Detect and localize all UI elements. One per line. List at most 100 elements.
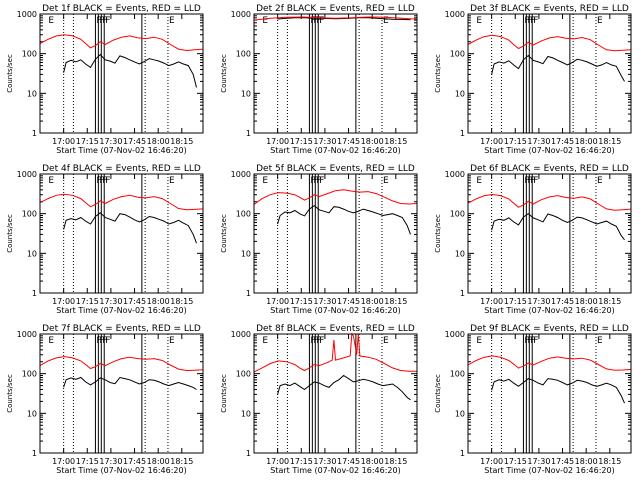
y-tick-label: 1 xyxy=(246,129,251,138)
time-marker-label: E xyxy=(48,336,54,346)
y-tick-label: 1000 xyxy=(17,170,37,179)
y-tick-label: 100 xyxy=(450,370,465,379)
y-tick-label: 100 xyxy=(236,370,251,379)
time-marker-label: E xyxy=(383,176,389,186)
y-tick-label: 100 xyxy=(22,370,37,379)
plot-frame xyxy=(39,13,204,134)
x-tick-label: 17:45 xyxy=(123,457,146,466)
y-tick-label: 100 xyxy=(450,210,465,219)
time-marker-label: F xyxy=(96,176,101,186)
y-tick-label: 1000 xyxy=(231,10,251,19)
time-marker-label: E xyxy=(383,16,389,26)
series-lld xyxy=(467,193,632,211)
x-axis-label: Start Time (07-Nov-02 16:46:20) xyxy=(484,466,614,475)
time-marker-label: F xyxy=(313,16,318,26)
y-tick-label: 1 xyxy=(246,289,251,298)
y-tick-label: 1 xyxy=(246,449,251,458)
plot-frame xyxy=(253,333,418,454)
x-tick-label: 17:30 xyxy=(313,137,336,146)
x-tick-label: 17:30 xyxy=(313,297,336,306)
x-tick-label: 18:00 xyxy=(575,137,598,146)
y-tick-label: 100 xyxy=(22,50,37,59)
x-tick-label: 18:15 xyxy=(384,457,407,466)
time-marker-label: F xyxy=(524,336,529,346)
x-tick-label: 18:00 xyxy=(361,297,384,306)
y-tick-label: 1 xyxy=(460,129,465,138)
panel-det-3f: Det 3f BLACK = Events, RED = LLD Counts/s… xyxy=(434,4,632,155)
x-tick-label: 18:00 xyxy=(147,137,170,146)
time-marker-label: E xyxy=(262,16,268,26)
series-events xyxy=(491,54,625,82)
time-marker-label: E xyxy=(597,16,603,26)
panel-det-8f: Det 8f BLACK = Events, RED = LLD Counts/s… xyxy=(220,324,418,475)
time-marker-label: F xyxy=(99,336,104,346)
time-marker-label: E xyxy=(476,336,482,346)
time-marker-label: F xyxy=(316,176,321,186)
x-axis-label: Start Time (07-Nov-02 16:46:20) xyxy=(270,466,400,475)
x-tick-label: 17:30 xyxy=(527,137,550,146)
x-tick-label: 18:15 xyxy=(598,137,621,146)
panel-title: Det 7f BLACK = Events, RED = LLD xyxy=(42,324,201,334)
x-tick-label: 17:15 xyxy=(76,137,99,146)
x-tick-label: 18:00 xyxy=(361,137,384,146)
panel-det-7f: Det 7f BLACK = Events, RED = LLD Counts/s… xyxy=(6,324,204,475)
x-tick-label: 17:00 xyxy=(480,457,503,466)
time-marker-label: E xyxy=(169,16,175,26)
panel-title: Det 5f BLACK = Events, RED = LLD xyxy=(256,164,415,174)
panel-title: Det 9f BLACK = Events, RED = LLD xyxy=(470,324,629,334)
series-lld xyxy=(467,355,632,371)
time-marker-label: E xyxy=(597,176,603,186)
y-tick-label: 1000 xyxy=(445,170,465,179)
x-tick-label: 18:00 xyxy=(147,297,170,306)
y-axis-label: Counts/sec xyxy=(6,214,14,253)
plot-frame xyxy=(467,13,632,134)
series-events xyxy=(63,212,197,244)
x-tick-label: 17:00 xyxy=(266,137,289,146)
x-tick-label: 17:00 xyxy=(52,137,75,146)
y-tick-label: 1000 xyxy=(231,170,251,179)
y-tick-label: 100 xyxy=(22,210,37,219)
series-events xyxy=(277,204,411,235)
y-tick-label: 1000 xyxy=(445,330,465,339)
panel-det-2f: Det 2f BLACK = Events, RED = LLD Counts/s… xyxy=(220,4,418,155)
series-lld xyxy=(39,356,204,372)
x-tick-label: 18:15 xyxy=(384,297,407,306)
y-axis-label: Counts/sec xyxy=(434,54,442,93)
x-tick-label: 17:15 xyxy=(76,457,99,466)
time-marker-label: F xyxy=(316,16,321,26)
plot-frame xyxy=(253,13,418,134)
x-tick-label: 17:45 xyxy=(551,297,574,306)
x-tick-label: 17:30 xyxy=(527,457,550,466)
x-tick-label: 17:15 xyxy=(76,297,99,306)
x-tick-label: 17:45 xyxy=(551,457,574,466)
series-events xyxy=(63,376,197,390)
time-marker-label: F xyxy=(310,336,315,346)
x-tick-label: 18:00 xyxy=(361,457,384,466)
y-tick-label: 10 xyxy=(241,89,251,98)
time-marker-label: E xyxy=(169,336,175,346)
panel-title: Det 8f BLACK = Events, RED = LLD xyxy=(256,324,415,334)
y-tick-label: 10 xyxy=(27,409,37,418)
panel-title: Det 4f BLACK = Events, RED = LLD xyxy=(42,164,201,174)
x-tick-label: 18:15 xyxy=(170,457,193,466)
time-marker-label: E xyxy=(169,176,175,186)
time-marker-label: F xyxy=(105,176,110,186)
panel-title: Det 2f BLACK = Events, RED = LLD xyxy=(256,4,415,14)
time-marker-label: E xyxy=(597,336,603,346)
panel-det-5f: Det 5f BLACK = Events, RED = LLD Counts/s… xyxy=(220,164,418,315)
panel-title: Det 3f BLACK = Events, RED = LLD xyxy=(470,4,629,14)
series-events xyxy=(277,374,411,401)
y-tick-label: 1 xyxy=(460,449,465,458)
x-axis-label: Start Time (07-Nov-02 16:46:20) xyxy=(56,146,186,155)
plot-frame xyxy=(467,333,632,454)
y-tick-label: 10 xyxy=(241,249,251,258)
x-tick-label: 17:45 xyxy=(337,457,360,466)
panel-det-4f: Det 4f BLACK = Events, RED = LLD Counts/s… xyxy=(6,164,204,315)
x-tick-label: 18:15 xyxy=(598,297,621,306)
x-tick-label: 17:15 xyxy=(504,297,527,306)
x-tick-label: 17:45 xyxy=(123,297,146,306)
panel-title: Det 6f BLACK = Events, RED = LLD xyxy=(470,164,629,174)
time-marker-label: F xyxy=(313,176,318,186)
y-axis-label: Counts/sec xyxy=(220,54,228,93)
x-tick-label: 17:00 xyxy=(266,457,289,466)
